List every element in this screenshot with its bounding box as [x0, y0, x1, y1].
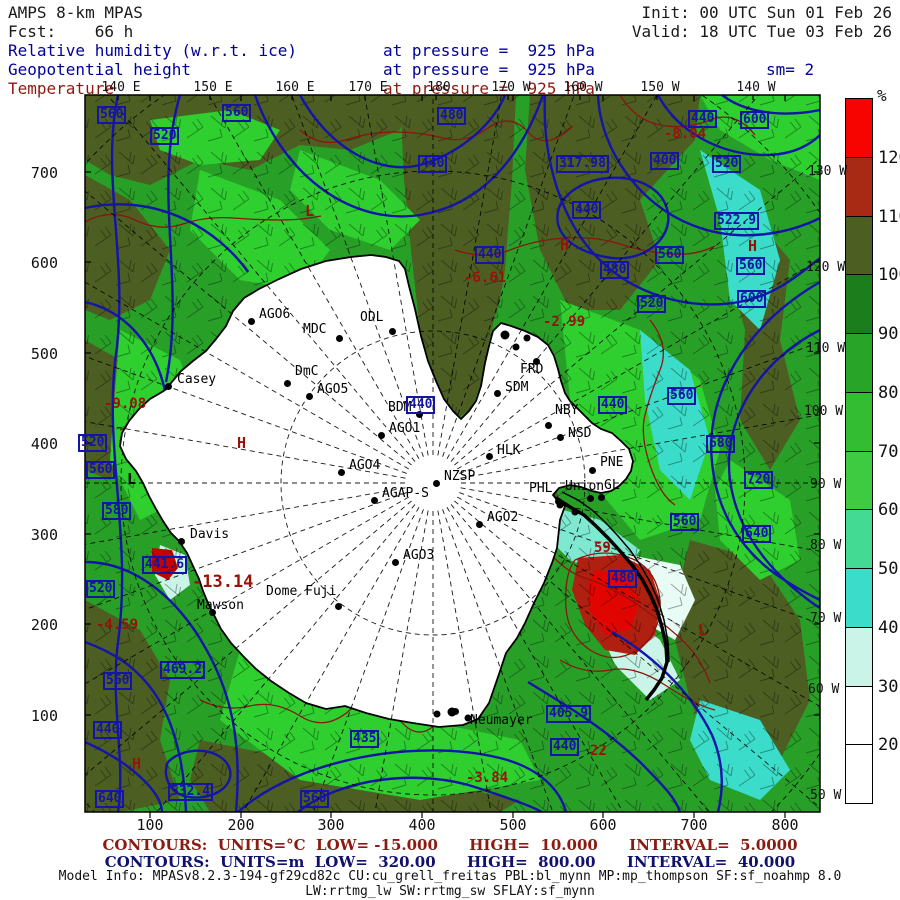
field-1-name: Relative humidity (w.r.t. ice)	[8, 41, 297, 60]
coastline-details	[433, 330, 670, 722]
field-1-level: at pressure = 925 hPa	[383, 41, 595, 60]
field-3-level: at pressure = 925 hPa	[383, 79, 595, 98]
map-frame	[84, 94, 821, 813]
antarctica-continent	[119, 254, 634, 728]
init-time: Init: 00 UTC Sun 01 Feb 26	[641, 3, 892, 22]
colorbar-units-label: %	[877, 86, 887, 105]
field-2-name: Geopotential height	[8, 60, 192, 79]
field-2-level: at pressure = 925 hPa	[383, 60, 595, 79]
model-info-line-2: LW:rrtmg_lw SW:rrtmg_sw SFLAY:sf_mynn	[305, 884, 595, 899]
model-info-line-1: Model Info: MPASv8.2.3-194-gf29cd82c CU:…	[58, 869, 842, 884]
fcst-hour: Fcst: 66 h	[8, 22, 134, 41]
smoothing-label: sm= 2	[766, 60, 815, 79]
valid-time: Valid: 18 UTC Tue 03 Feb 26	[631, 22, 892, 41]
app-title: AMPS 8-km MPAS	[8, 3, 143, 22]
height-contours	[85, 95, 820, 812]
field-3-name: Temperature	[8, 79, 114, 98]
axis-tick-marks	[85, 95, 820, 818]
temp-contour-info: CONTOURS: UNITS=°C LOW= -15.000 HIGH= 10…	[102, 836, 798, 854]
hgt-contour-info: CONTOURS: UNITS=m LOW= 320.00 HIGH= 800.…	[104, 853, 796, 871]
